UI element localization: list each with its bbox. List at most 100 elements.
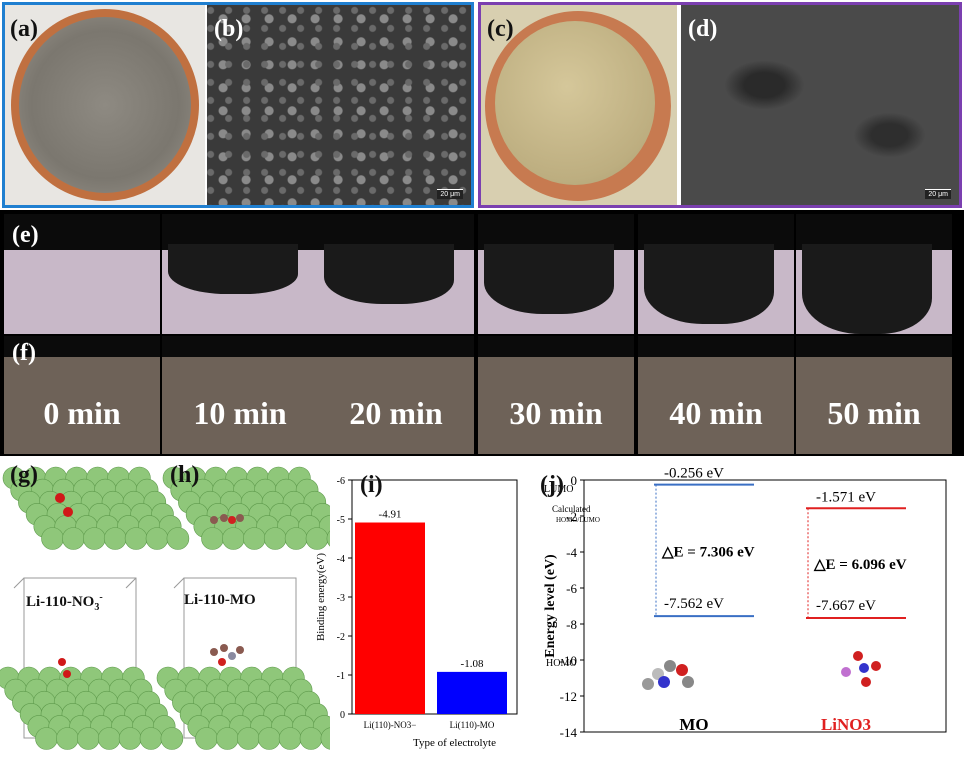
li-atom — [118, 727, 142, 750]
y-tick-label: -3 — [337, 593, 345, 604]
legend-homo: HOMO — [546, 658, 577, 669]
electrode-deposit — [19, 17, 191, 193]
frame-f-3: 30 min — [478, 336, 634, 454]
li-atom — [201, 527, 224, 550]
y-tick-label: -4 — [566, 545, 577, 560]
lino3-atom — [871, 661, 881, 671]
x-axis-title: Type of electrolyte — [413, 737, 496, 749]
label-e: (e) — [12, 222, 39, 248]
y-tick-label: -14 — [560, 725, 578, 740]
y-axis-title: Binding energy(eV) — [315, 553, 327, 641]
frame-e-1 — [162, 214, 318, 334]
li-atom — [83, 527, 106, 550]
label-b: (b) — [214, 16, 244, 42]
li-atom — [216, 727, 239, 750]
mo-atom — [676, 664, 688, 676]
label-f: (f) — [12, 340, 36, 366]
y-tick-label: -6 — [566, 581, 577, 596]
mo-atom — [682, 676, 694, 688]
frame-e-3 — [478, 214, 634, 334]
mo-atom — [664, 660, 676, 672]
li-atom — [166, 527, 190, 550]
bar-0 — [355, 522, 425, 714]
li-atom — [103, 527, 127, 550]
li-slab-h-top — [162, 466, 330, 550]
mo-molecule-top — [210, 514, 244, 524]
li-atom — [326, 530, 330, 547]
frame-e-0 — [4, 214, 160, 334]
dendrite-4 — [644, 244, 774, 324]
legend-calculated-2: HOMO/LUMO — [556, 516, 600, 524]
label-a: (a) — [10, 16, 38, 42]
y-tick-label: -2 — [337, 632, 345, 643]
time-label-2: 20 min — [349, 395, 443, 431]
panel-a-photo — [5, 5, 205, 205]
li-atom — [278, 727, 302, 750]
li-atom — [257, 727, 281, 750]
lumo-label-1: -1.571 eV — [816, 489, 876, 505]
dendrite-2 — [324, 244, 454, 304]
time-label-4: 40 min — [669, 395, 763, 431]
li-atom — [62, 527, 85, 550]
mo-atom — [642, 678, 654, 690]
li-slab-g-bottom — [0, 666, 184, 750]
mo-molecule-bottom — [210, 644, 244, 666]
label-c: (c) — [487, 16, 514, 42]
li-atom — [56, 727, 79, 750]
dendrite-1 — [168, 244, 298, 294]
bar-value-label: -1.08 — [461, 658, 484, 670]
li-atom — [41, 527, 64, 550]
homo-label-0: -7.562 eV — [664, 596, 724, 612]
y-axis-title: Energy level (eV) — [543, 554, 558, 658]
li-atom — [77, 727, 100, 750]
frame-e-2 — [318, 214, 474, 334]
li-atom — [237, 727, 260, 750]
li-atom — [320, 727, 330, 750]
li-atom — [263, 527, 287, 550]
lino3-atom — [853, 651, 863, 661]
y-tick-label: -5 — [337, 515, 345, 526]
time-label-1: 10 min — [193, 395, 287, 431]
dendrite-3 — [484, 244, 614, 314]
no3-molecule-bottom — [58, 658, 71, 678]
y-tick-label: -12 — [560, 689, 577, 704]
y-tick-label: -1 — [337, 671, 345, 682]
y-tick-label: -6 — [337, 476, 345, 487]
electrode-surface-c — [495, 21, 655, 185]
li-atom — [284, 527, 308, 550]
plot-frame — [583, 479, 947, 733]
lumo-label-0: -0.256 eV — [664, 466, 724, 482]
panel-ab-box — [2, 2, 474, 208]
frame-e-5 — [796, 214, 952, 334]
panel-cd-box — [478, 2, 962, 208]
mo-atom — [658, 676, 670, 688]
label-h: (h) — [170, 462, 200, 488]
label-j: (j) — [540, 472, 564, 498]
y-tick-label: -8 — [566, 617, 577, 632]
y-tick-label: -10 — [560, 653, 577, 668]
y-tick-label: -4 — [337, 554, 345, 565]
label-g: (g) — [10, 462, 38, 488]
li-atom — [195, 727, 218, 750]
time-label-3: 30 min — [509, 395, 603, 431]
li-atom — [222, 527, 245, 550]
panel-c-photo — [481, 5, 677, 205]
frame-f-1: 10 min — [162, 336, 318, 454]
time-label-5: 50 min — [827, 395, 921, 431]
frame-f-0: 0 min — [4, 336, 160, 454]
bar-value-label: -4.91 — [379, 509, 402, 521]
gap-label-1: △E = 6.096 eV — [813, 557, 907, 573]
y-tick-label: -2 — [566, 509, 577, 524]
dendrite-5 — [802, 244, 932, 334]
li-atom — [139, 727, 163, 750]
li-atom — [145, 527, 169, 550]
x-tick-label: Li(110)-NO3− — [364, 720, 417, 730]
panel-j-energy-diagram: 0 -2 -4 -6 -8 -10 -12 -14 Energy level (eV) LUMO C… — [543, 466, 947, 740]
time-label-0: 0 min — [43, 395, 121, 431]
molecule-name-0: MO — [679, 715, 708, 734]
frame-f-4: 40 min — [638, 336, 794, 454]
panel-i-bar-chart: -6 -5 -4 -3 -2 -1 0 -4.91 Li(110)-NO3− -1.08 Li(11… — [315, 476, 518, 749]
lino3-atom — [841, 667, 851, 677]
gap-label-0: △E = 7.306 eV — [661, 544, 755, 560]
label-i: (i) — [360, 472, 383, 498]
